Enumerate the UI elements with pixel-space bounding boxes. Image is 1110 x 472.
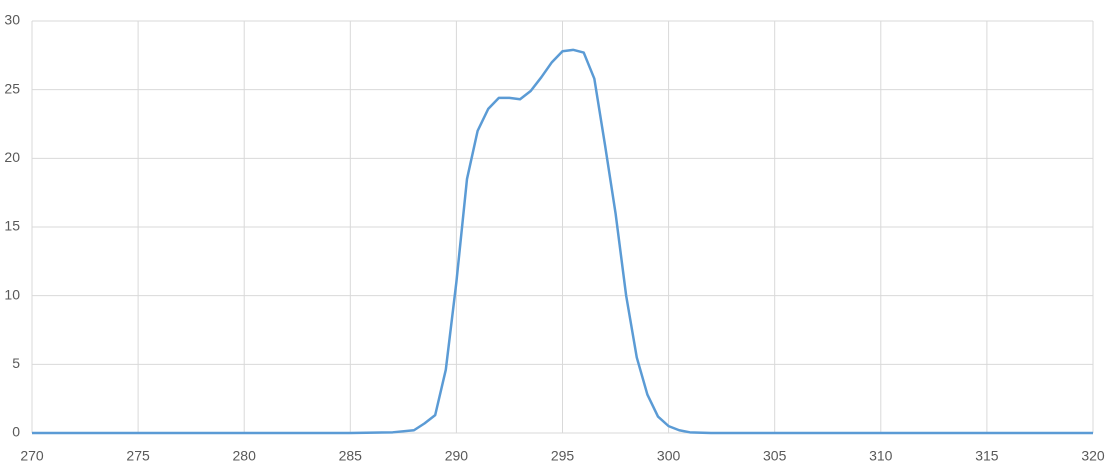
x-tick-label: 320: [1081, 448, 1105, 464]
x-tick-label: 270: [20, 448, 44, 464]
x-tick-label: 300: [657, 448, 681, 464]
x-tick-label: 285: [339, 448, 363, 464]
y-tick-label: 10: [4, 286, 20, 302]
x-tick-label: 290: [445, 448, 469, 464]
x-tick-label: 305: [763, 448, 787, 464]
y-tick-label: 30: [4, 12, 20, 28]
y-tick-label: 0: [12, 424, 20, 440]
y-tick-label: 5: [12, 355, 20, 371]
y-tick-label: 20: [4, 149, 20, 165]
x-tick-label: 275: [126, 448, 150, 464]
y-tick-label: 15: [4, 218, 20, 234]
x-tick-label: 310: [869, 448, 893, 464]
x-tick-label: 280: [233, 448, 257, 464]
x-tick-label: 295: [551, 448, 575, 464]
y-tick-label: 25: [4, 80, 20, 96]
x-tick-label: 315: [975, 448, 999, 464]
line: [32, 48, 1093, 435]
